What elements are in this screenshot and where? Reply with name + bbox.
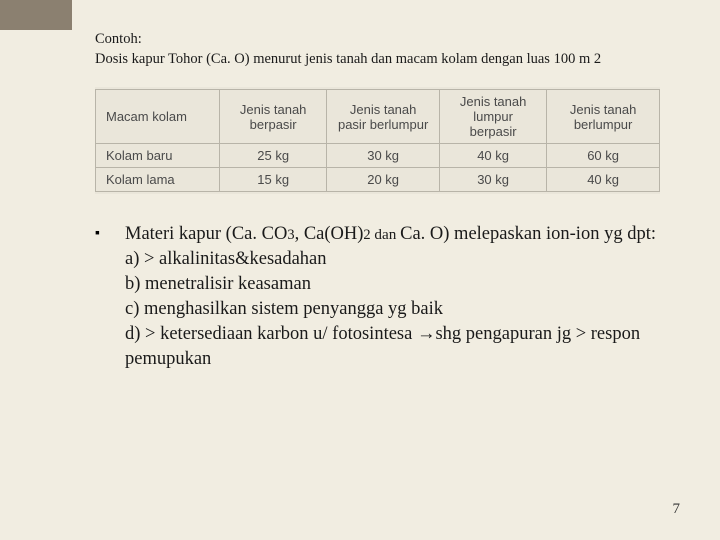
table-cell: 60 kg xyxy=(547,144,660,168)
slide-content: Contoh: Dosis kapur Tohor (Ca. O) menuru… xyxy=(0,0,720,372)
table-cell: 20 kg xyxy=(327,168,440,192)
table-cell: 30 kg xyxy=(440,168,547,192)
col-header: Jenis tanah berlumpur xyxy=(547,90,660,144)
item-d: d) > ketersediaan karbon u/ fotosintesa … xyxy=(125,324,640,369)
item-b: b) menetralisir keasaman xyxy=(125,274,311,294)
dose-table: Macam kolam Jenis tanah berpasir Jenis t… xyxy=(95,89,660,192)
intro-line2: Dosis kapur Tohor (Ca. O) menurut jenis … xyxy=(95,51,601,67)
table-header-row: Macam kolam Jenis tanah berpasir Jenis t… xyxy=(96,90,660,144)
col-header: Macam kolam xyxy=(96,90,220,144)
intro-line1: Contoh: xyxy=(95,31,142,47)
table-cell: Kolam baru xyxy=(96,144,220,168)
table-cell: Kolam lama xyxy=(96,168,220,192)
bullet-body: Materi kapur (Ca. CO3, Ca(OH)2 dan Ca. O… xyxy=(125,222,660,372)
table-cell: 40 kg xyxy=(440,144,547,168)
col-header: Jenis tanah pasir berlumpur xyxy=(327,90,440,144)
col-header: Jenis tanah lumpur berpasir xyxy=(440,90,547,144)
table-row: Kolam lama 15 kg 20 kg 30 kg 40 kg xyxy=(96,168,660,192)
dose-table-wrap: Macam kolam Jenis tanah berpasir Jenis t… xyxy=(95,87,660,194)
col-header: Jenis tanah berpasir xyxy=(220,90,327,144)
dan-text: dan xyxy=(371,226,400,243)
corner-accent xyxy=(0,0,72,30)
square-bullet-icon: ▪ xyxy=(95,222,105,242)
table-row: Kolam baru 25 kg 30 kg 40 kg 60 kg xyxy=(96,144,660,168)
subscript-2: 2 xyxy=(363,227,370,243)
page-number: 7 xyxy=(673,501,681,518)
lead-b: , Ca(OH) xyxy=(295,224,364,244)
table-cell: 30 kg xyxy=(327,144,440,168)
intro-text: Contoh: Dosis kapur Tohor (Ca. O) menuru… xyxy=(95,30,660,69)
table-cell: 15 kg xyxy=(220,168,327,192)
item-a: a) > alkalinitas&kesadahan xyxy=(125,249,327,269)
lead-c: Ca. O) melepaskan ion-ion yg dpt: xyxy=(400,224,656,244)
item-c: c) menghasilkan sistem penyangga yg baik xyxy=(125,299,443,319)
lead-a: Materi kapur (Ca. CO xyxy=(125,224,287,244)
subscript-3: 3 xyxy=(287,227,294,243)
bullet-block: ▪ Materi kapur (Ca. CO3, Ca(OH)2 dan Ca.… xyxy=(95,222,660,372)
table-cell: 40 kg xyxy=(547,168,660,192)
table-cell: 25 kg xyxy=(220,144,327,168)
